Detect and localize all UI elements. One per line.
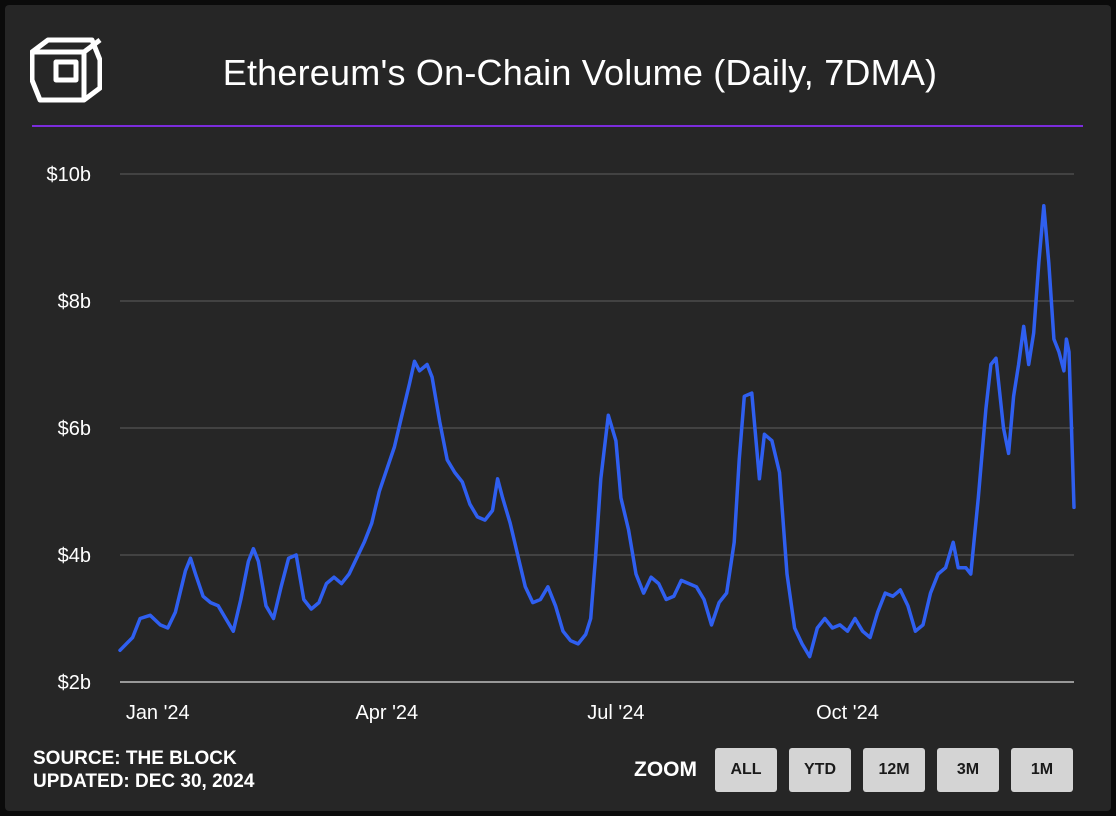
zoom-12m-button[interactable]: 12M — [863, 748, 925, 792]
chart-card — [5, 5, 1111, 811]
y-tick-label: $10b — [47, 164, 92, 186]
y-tick-label: $8b — [58, 291, 91, 313]
zoom-label: ZOOM — [634, 758, 697, 781]
x-axis-ticks: Jan '24 Apr '24 Jul '24 Oct '24 — [126, 702, 879, 724]
source-info: SOURCE: THE BLOCK UPDATED: DEC 30, 2024 — [33, 747, 254, 793]
page-title: Ethereum's On-Chain Volume (Daily, 7DMA) — [222, 52, 938, 93]
x-tick-label: Oct '24 — [816, 702, 879, 724]
zoom-1m-button[interactable]: 1M — [1011, 748, 1073, 792]
y-tick-label: $6b — [58, 418, 91, 440]
x-tick-label: Jan '24 — [126, 702, 190, 724]
zoom-3m-button[interactable]: 3M — [937, 748, 999, 792]
title-divider — [32, 125, 1083, 127]
source-label: SOURCE: THE BLOCK — [33, 748, 237, 769]
y-axis-ticks: $2b $4b $6b $8b $10b — [47, 164, 92, 694]
x-tick-label: Jul '24 — [587, 702, 644, 724]
x-tick-label: Apr '24 — [355, 702, 418, 724]
updated-label: UPDATED: DEC 30, 2024 — [33, 771, 255, 792]
zoom-all-button[interactable]: ALL — [715, 748, 777, 792]
gridlines — [120, 173, 1074, 683]
the-block-logo-icon — [30, 37, 102, 103]
y-tick-label: $4b — [58, 545, 91, 567]
zoom-ytd-button[interactable]: YTD — [789, 748, 851, 792]
y-tick-label: $2b — [58, 672, 91, 694]
series-line — [118, 204, 1076, 659]
